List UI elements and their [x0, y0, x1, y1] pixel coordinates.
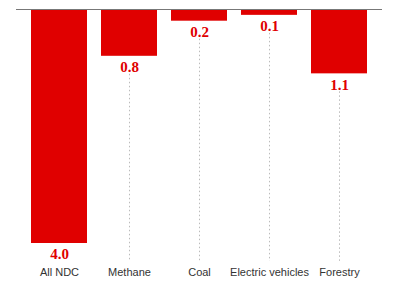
svg-text:0.1: 0.1 — [260, 18, 279, 34]
svg-text:All NDC: All NDC — [40, 266, 79, 278]
svg-text:1.1: 1.1 — [330, 77, 349, 93]
svg-text:Forestry: Forestry — [319, 266, 360, 278]
svg-text:Methane: Methane — [108, 266, 151, 278]
svg-text:Electric vehicles: Electric vehicles — [230, 266, 309, 278]
svg-text:Coal: Coal — [188, 266, 211, 278]
svg-text:4.0: 4.0 — [50, 246, 69, 262]
svg-text:0.8: 0.8 — [120, 59, 139, 75]
svg-text:0.2: 0.2 — [190, 24, 209, 40]
